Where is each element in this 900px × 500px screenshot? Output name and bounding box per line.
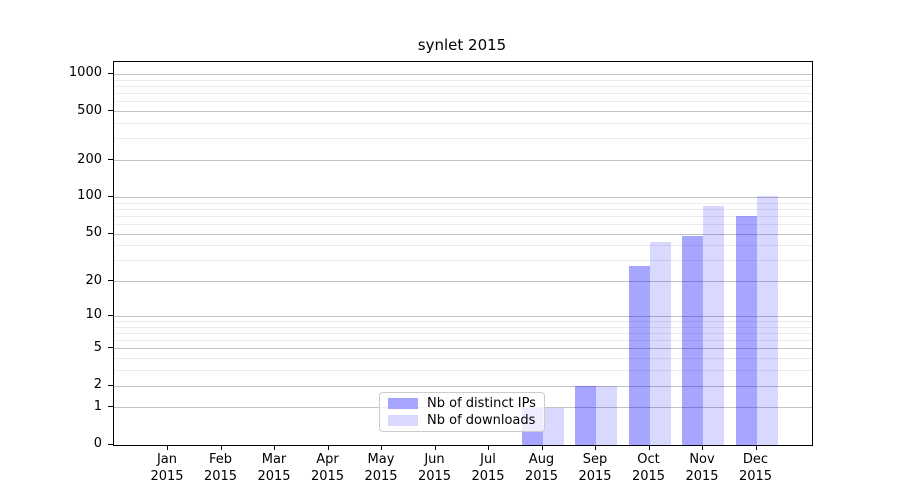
y-tick-mark-200 (108, 159, 113, 161)
y-tick-label-200: 200 (77, 151, 102, 167)
bar-distinct-ips-dec (735, 216, 757, 445)
x-tick-label-may: May 2015 (364, 452, 398, 484)
legend-swatch-downloads (388, 415, 418, 426)
x-tick-label-jul: Jul 2015 (471, 452, 505, 484)
x-tick-mark-sep (595, 445, 596, 450)
bar-distinct-ips-oct (628, 266, 650, 445)
y-tick-label-10: 10 (85, 307, 102, 323)
x-tick-mark-jan (167, 445, 168, 450)
x-tick-label-jan: Jan 2015 (150, 452, 184, 484)
x-tick-label-feb: Feb 2015 (203, 452, 238, 484)
bar-distinct-ips-nov (682, 236, 703, 445)
bar-downloads-dec (756, 195, 778, 445)
x-tick-label-sep: Sep 2015 (578, 452, 612, 484)
gridline-minor-90 (114, 202, 812, 204)
bar-downloads-oct (649, 242, 671, 445)
gridline-minor-70 (114, 215, 812, 217)
gridline-minor-600 (114, 101, 812, 103)
y-tick-mark-10 (108, 314, 113, 316)
legend-label-distinct-ips: Nb of distinct IPs (427, 395, 536, 411)
bar-distinct-ips-sep (575, 386, 596, 445)
y-tick-mark-20 (108, 280, 113, 282)
gridline-minor-8 (114, 326, 812, 328)
gridline-major-20 (114, 281, 812, 283)
x-tick-label-jun: Jun 2015 (417, 452, 452, 484)
x-tick-label-oct: Oct 2015 (631, 452, 666, 484)
x-tick-mark-nov (702, 445, 703, 450)
gridline-minor-6 (114, 340, 812, 342)
y-tick-label-5: 5 (93, 339, 102, 355)
y-tick-label-1: 1 (93, 398, 102, 414)
gridline-minor-900 (114, 79, 812, 81)
x-tick-mark-mar (274, 445, 275, 450)
gridline-major-500 (114, 111, 812, 113)
legend-box: Nb of distinct IPs Nb of downloads (379, 392, 545, 432)
gridline-major-2 (114, 385, 812, 387)
x-tick-mark-may (381, 445, 382, 450)
gridline-minor-7 (114, 332, 812, 334)
gridline-minor-700 (114, 93, 812, 95)
x-tick-label-aug: Aug 2015 (524, 452, 559, 484)
y-tick-mark-0 (108, 443, 113, 445)
y-tick-mark-1000 (108, 72, 113, 74)
x-tick-label-apr: Apr 2015 (310, 452, 345, 484)
gridline-minor-40 (114, 245, 812, 247)
legend-swatch-distinct-ips (388, 398, 418, 409)
y-tick-mark-500 (108, 110, 113, 112)
y-tick-label-20: 20 (85, 272, 102, 288)
x-tick-label-dec: Dec 2015 (738, 452, 773, 484)
gridline-minor-9 (114, 321, 812, 322)
x-tick-mark-apr (327, 445, 329, 450)
y-tick-label-50: 50 (85, 225, 102, 241)
gridline-major-5 (114, 348, 812, 350)
gridline-major-100 (114, 196, 812, 198)
legend-entry-distinct-ips: Nb of distinct IPs (388, 395, 544, 411)
gridline-major-50 (114, 233, 812, 235)
gridline-minor-300 (114, 138, 812, 140)
bar-downloads-aug (542, 407, 564, 445)
gridline-minor-3 (114, 370, 812, 372)
gridline-minor-30 (114, 260, 812, 262)
y-tick-label-2: 2 (93, 377, 102, 393)
x-tick-label-nov: Nov 2015 (685, 452, 719, 484)
gridline-minor-400 (114, 123, 812, 124)
bar-downloads-sep (596, 386, 617, 445)
gridline-minor-60 (114, 224, 812, 225)
gridline-major-10 (114, 315, 812, 317)
y-tick-label-100: 100 (77, 188, 102, 204)
y-tick-mark-50 (108, 232, 113, 234)
chart-title: synlet 2015 (417, 36, 507, 54)
gridline-minor-4 (114, 358, 812, 360)
x-tick-mark-feb (220, 445, 222, 450)
y-tick-mark-5 (108, 347, 113, 349)
y-tick-label-0: 0 (93, 436, 102, 451)
y-tick-label-1000: 1000 (68, 65, 102, 81)
x-tick-label-mar: Mar 2015 (257, 452, 291, 484)
legend-entry-downloads: Nb of downloads (388, 412, 544, 428)
x-tick-mark-dec (755, 445, 757, 450)
gridline-major-1000 (114, 73, 812, 75)
plot-area: Nb of distinct IPs Nb of downloads (113, 61, 813, 446)
gridline-major-200 (114, 160, 812, 162)
x-tick-mark-aug (541, 445, 543, 450)
x-tick-mark-jul (488, 445, 489, 450)
y-tick-mark-1 (108, 406, 113, 408)
gridline-minor-80 (114, 208, 812, 210)
x-tick-mark-jun (434, 445, 436, 450)
y-tick-mark-100 (108, 195, 113, 197)
legend-label-downloads: Nb of downloads (427, 412, 536, 428)
y-tick-label-500: 500 (77, 102, 102, 118)
x-tick-mark-oct (648, 445, 650, 450)
y-tick-mark-2 (108, 384, 113, 386)
gridline-minor-800 (114, 85, 812, 87)
bar-downloads-nov (703, 206, 724, 445)
